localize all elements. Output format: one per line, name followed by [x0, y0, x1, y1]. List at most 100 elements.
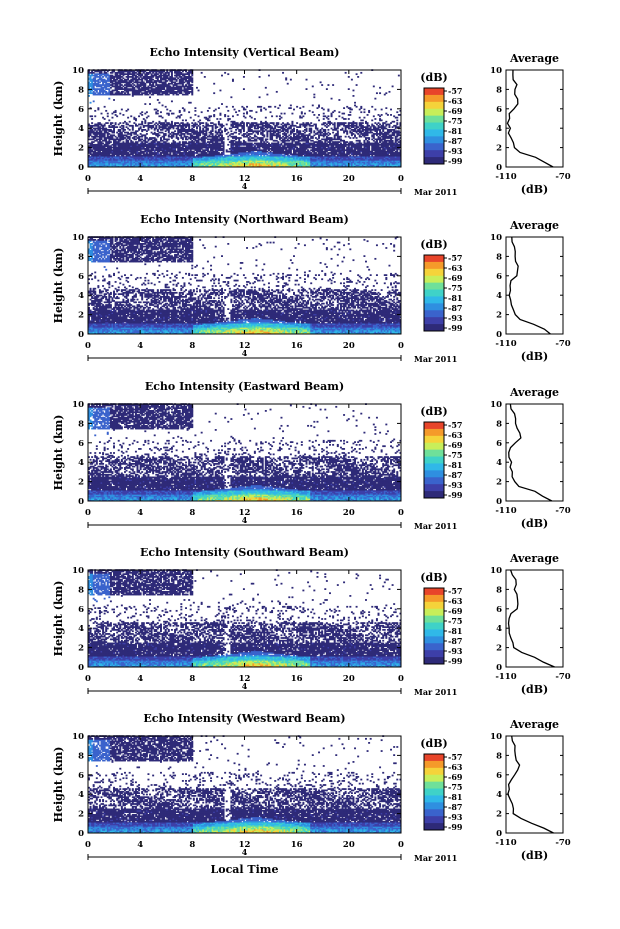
average-frame — [506, 237, 563, 334]
colorbar-tick-label: -81 — [448, 126, 462, 136]
average-frame — [506, 404, 563, 501]
colorbar-segment — [424, 761, 444, 768]
colorbar-segment — [424, 643, 444, 650]
average-y-tick-label: 6 — [496, 439, 502, 449]
y-tick-label: 0 — [78, 829, 84, 839]
y-tick-label: 0 — [78, 330, 84, 340]
average-profile-line — [509, 237, 550, 334]
average-y-tick-label: 2 — [496, 810, 502, 820]
y-tick-label: 10 — [72, 732, 84, 742]
average-profile-line — [509, 570, 555, 667]
colorbar-segment — [424, 102, 444, 109]
colorbar-tick-label: -63 — [448, 596, 463, 606]
y-tick-label: 6 — [78, 771, 84, 781]
y-axis-label: Height (km) — [52, 747, 65, 823]
colorbar-segment — [424, 136, 444, 143]
colorbar-segment — [424, 588, 444, 595]
panel-southward: Echo Intensity (Southward Beam)0246810He… — [52, 546, 571, 697]
average-y-tick-label: 10 — [490, 400, 502, 410]
colorbar-segment — [424, 768, 444, 775]
colorbar-tick-label: -99 — [448, 156, 463, 166]
date-label: 4 — [242, 181, 248, 191]
heatmap-field — [88, 569, 401, 667]
y-tick-label: 8 — [78, 751, 84, 761]
month-label: Mar 2011 — [414, 354, 457, 364]
x-tick-label: 8 — [189, 508, 195, 518]
x-tick-label: 16 — [291, 674, 303, 684]
y-tick-label: 2 — [78, 311, 84, 321]
colorbar-tick-label: -81 — [448, 792, 462, 802]
x-tick-label: 8 — [189, 674, 195, 684]
y-tick-label: 8 — [78, 85, 84, 95]
colorbar-tick-label: -57 — [448, 586, 462, 596]
y-tick-label: 6 — [78, 605, 84, 615]
y-tick-label: 6 — [78, 439, 84, 449]
average-profile-line — [508, 736, 554, 833]
average-y-tick-label: 10 — [490, 732, 502, 742]
average-x-tick-label: -110 — [495, 672, 516, 682]
month-label: Mar 2011 — [414, 521, 457, 531]
y-tick-label: 0 — [78, 497, 84, 507]
x-tick-label: 20 — [343, 840, 355, 850]
colorbar-segment — [424, 789, 444, 796]
colorbar-tick-label: -69 — [448, 772, 463, 782]
x-tick-label: 4 — [137, 840, 143, 850]
colorbar-segment — [424, 283, 444, 290]
colorbar-segment — [424, 463, 444, 470]
colorbar-tick-label: -99 — [448, 323, 463, 333]
colorbar-tick-label: -57 — [448, 420, 462, 430]
x-tick-label: 16 — [291, 508, 303, 518]
y-tick-label: 4 — [78, 124, 84, 134]
average-x-tick-label: -70 — [555, 506, 570, 516]
panel-title: Echo Intensity (Vertical Beam) — [149, 46, 339, 59]
y-tick-label: 4 — [78, 458, 84, 468]
colorbar-segment — [424, 602, 444, 609]
average-x-tick-label: -110 — [495, 838, 516, 848]
heatmap-field — [88, 403, 401, 501]
colorbar-tick-label: -69 — [448, 273, 463, 283]
colorbar-segment — [424, 816, 444, 823]
x-tick-label: 16 — [291, 341, 303, 351]
colorbar-tick-label: -57 — [448, 253, 462, 263]
colorbar-segment — [424, 443, 444, 450]
x-tick-label: 0 — [398, 840, 404, 850]
y-tick-label: 4 — [78, 624, 84, 634]
panel-title: Echo Intensity (Northward Beam) — [140, 213, 349, 226]
colorbar-segment — [424, 609, 444, 616]
colorbar-segment — [424, 823, 444, 830]
colorbar-segment — [424, 157, 444, 164]
x-tick-label: 0 — [85, 674, 91, 684]
panel-title: Echo Intensity (Southward Beam) — [140, 546, 349, 559]
x-tick-label: 8 — [189, 174, 195, 184]
date-label: 4 — [242, 681, 248, 691]
colorbar-segment — [424, 109, 444, 116]
panel-vertical: Echo Intensity (Vertical Beam)0246810Hei… — [52, 46, 571, 197]
panel-northward: Echo Intensity (Northward Beam)0246810He… — [52, 213, 571, 364]
heatmap-field — [88, 236, 401, 334]
average-x-tick-label: -70 — [555, 339, 570, 349]
x-tick-label: 20 — [343, 341, 355, 351]
colorbar-tick-label: -93 — [448, 646, 463, 656]
colorbar-segment — [424, 491, 444, 498]
colorbar-tick-label: -69 — [448, 606, 463, 616]
x-tick-label: 20 — [343, 508, 355, 518]
x-tick-label: 0 — [398, 341, 404, 351]
y-tick-label: 10 — [72, 566, 84, 576]
colorbar-tick-label: -87 — [448, 802, 462, 812]
average-y-tick-label: 6 — [496, 105, 502, 115]
x-tick-label: 16 — [291, 174, 303, 184]
colorbar-tick-label: -93 — [448, 480, 463, 490]
colorbar-segment — [424, 650, 444, 657]
colorbar-tick-label: -75 — [448, 283, 462, 293]
y-axis-label: Height (km) — [52, 415, 65, 491]
average-title: Average — [509, 386, 559, 399]
average-x-tick-label: -110 — [495, 339, 516, 349]
colorbar-tick-label: -81 — [448, 626, 462, 636]
x-tick-label: 4 — [137, 341, 143, 351]
average-y-tick-label: 2 — [496, 144, 502, 154]
average-y-tick-label: 4 — [496, 291, 502, 301]
average-x-tick-label: -70 — [555, 838, 570, 848]
x-tick-label: 0 — [85, 508, 91, 518]
colorbar-tick-label: -69 — [448, 106, 463, 116]
